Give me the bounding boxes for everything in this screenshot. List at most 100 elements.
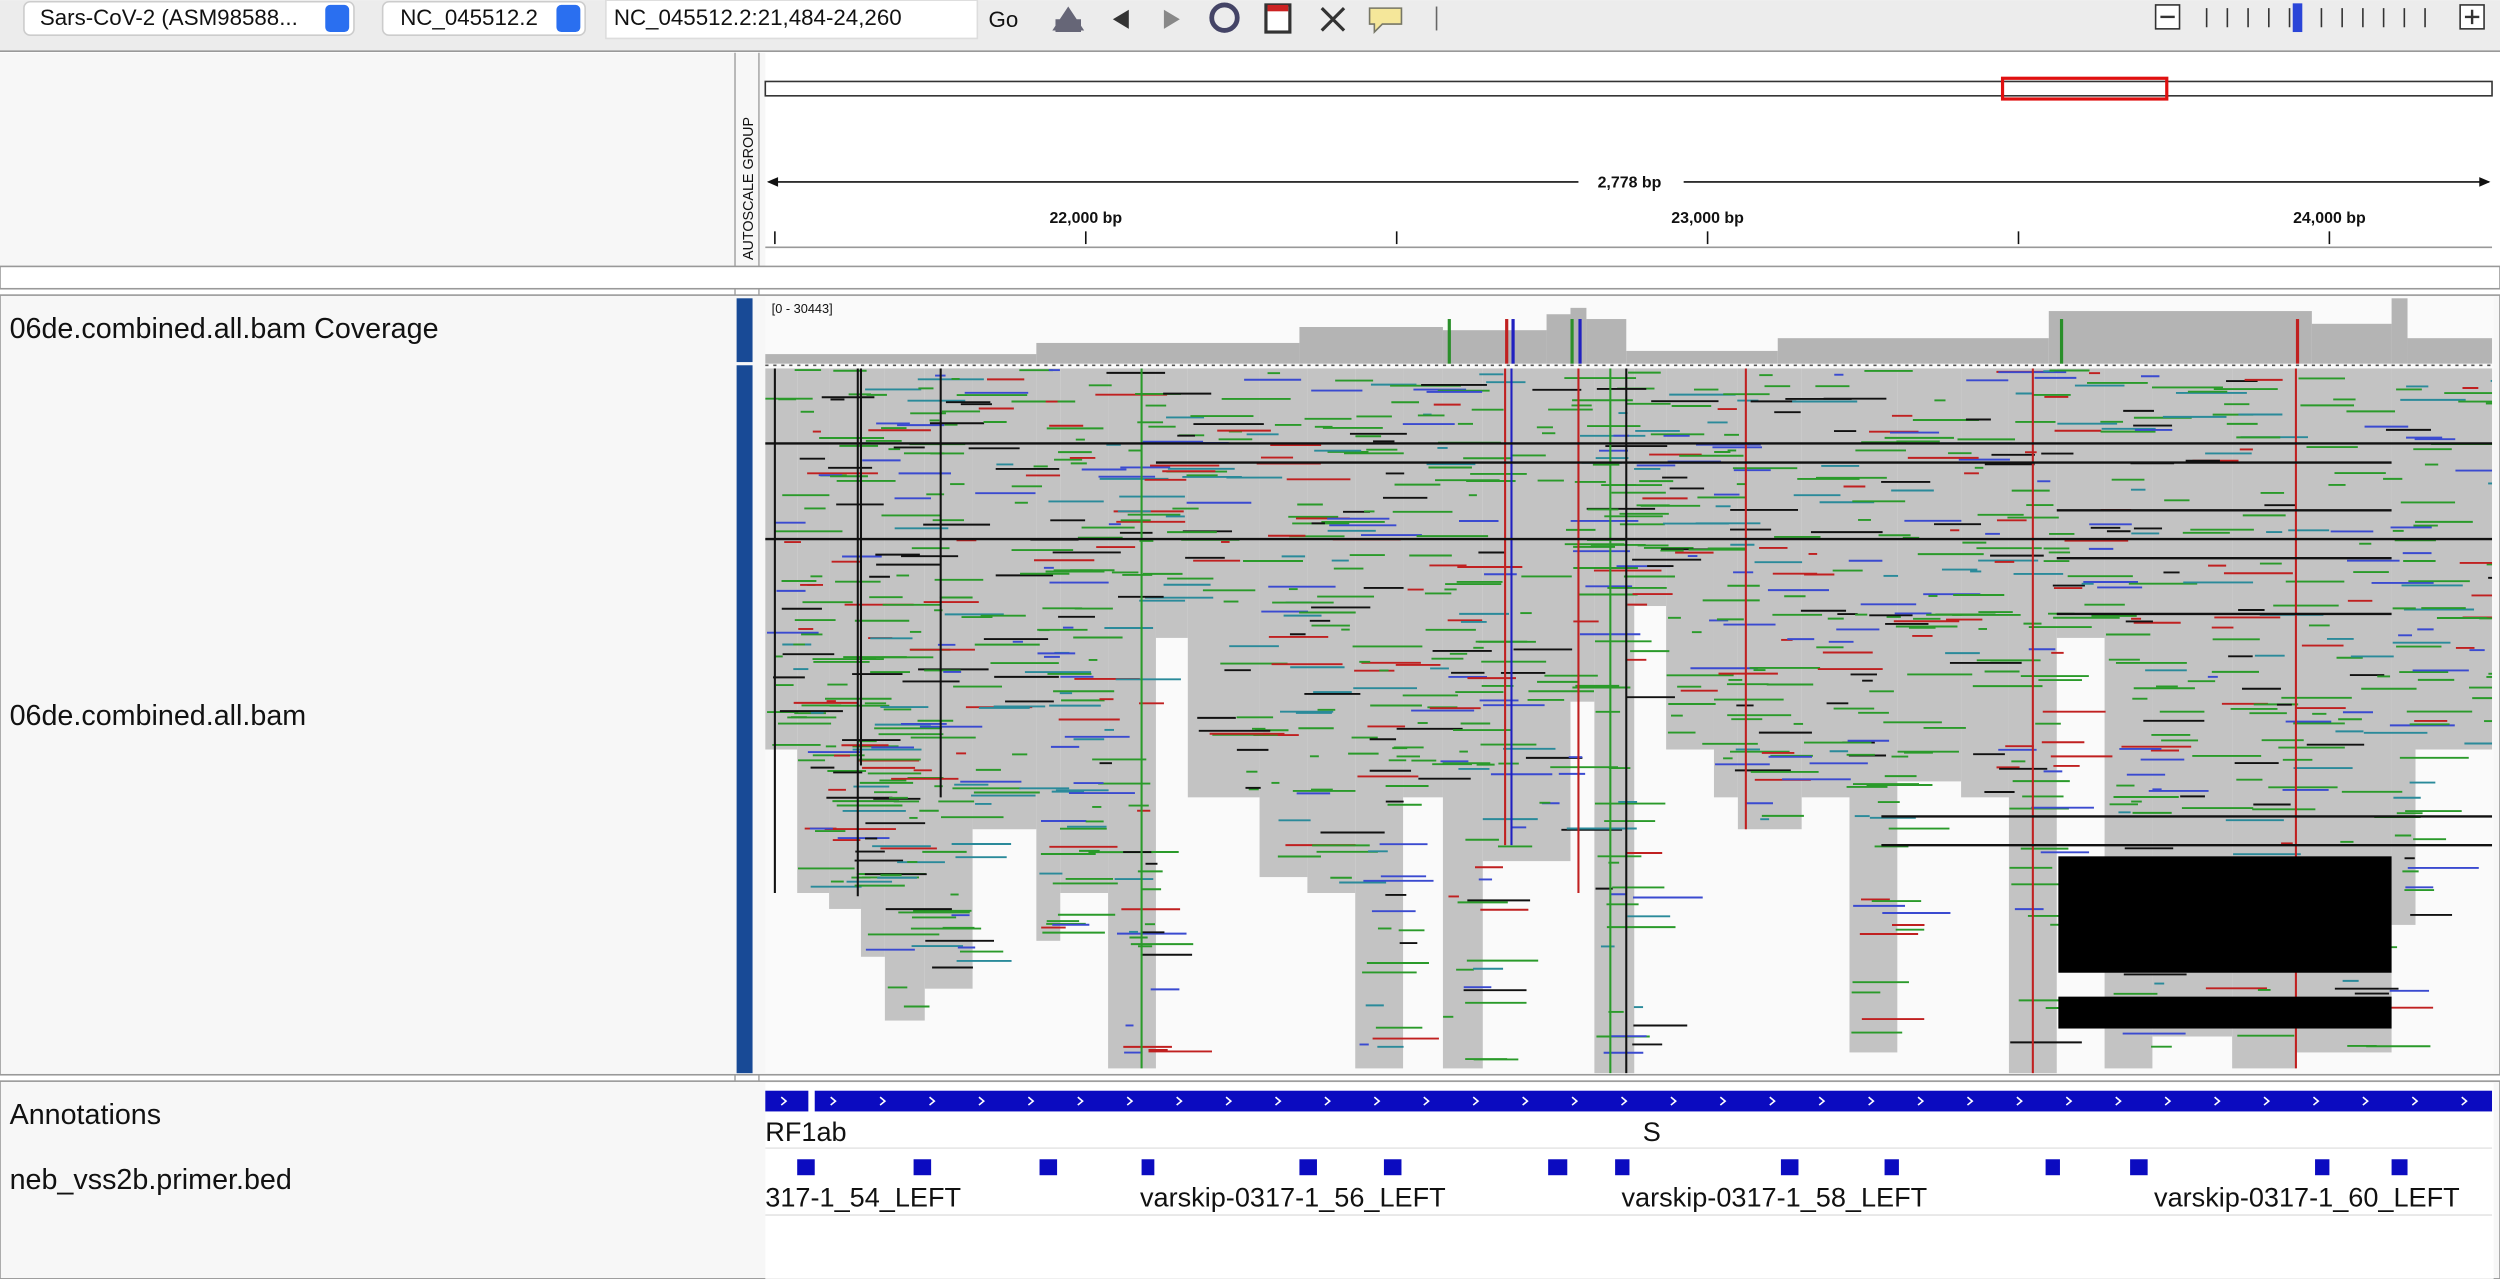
chromosome-ideogram (764, 80, 2493, 97)
read-stack (1442, 368, 1483, 1069)
chevron (1818, 1096, 1826, 1106)
data-range: [0 - 30443] (772, 301, 833, 316)
chevron (1423, 1096, 1430, 1106)
chevron (780, 1096, 788, 1106)
primer-feature (1884, 1159, 1899, 1176)
coverage-bar (2311, 323, 2392, 364)
primer-label: varskip-0317-1_60_LEFT (2154, 1181, 2460, 1212)
chevron (830, 1096, 837, 1106)
read-stack (1036, 368, 1061, 941)
span-label: 2,778 bp (1598, 175, 1662, 192)
primer-feature (2315, 1159, 2330, 1176)
back-icon[interactable] (1112, 9, 1129, 29)
read-stack (797, 368, 830, 894)
chevron (2411, 1096, 2419, 1106)
zoom-thumb (2292, 3, 2303, 33)
chevron (1274, 1096, 1282, 1106)
read-stack (1961, 368, 2009, 798)
ruler-tick-label: 24,000 bp (2293, 210, 2366, 227)
chromosome-arrow[interactable] (556, 4, 581, 33)
ruler-icon-top (1267, 4, 1289, 12)
gene-label: S (1643, 1116, 1661, 1147)
coverage-bar (1546, 314, 1571, 364)
read-stack (1713, 368, 1738, 798)
home-icon[interactable] (1052, 6, 1085, 33)
panel-divider (0, 265, 2500, 290)
gene-feature[interactable] (814, 1090, 2493, 1112)
chevron (1225, 1096, 1233, 1106)
chevron (1077, 1096, 1084, 1106)
forward-icon[interactable] (1163, 9, 1180, 29)
coverage-bar (1299, 327, 1443, 364)
genome-arrow[interactable] (325, 4, 350, 33)
attribute-cell (736, 365, 753, 1074)
genome-dropdown[interactable] (23, 0, 355, 37)
primer-feature (1780, 1159, 1799, 1176)
read-block (2058, 996, 2392, 1029)
gene-label: RF1ab (765, 1116, 846, 1147)
read-stack (1594, 368, 1635, 1074)
primer-feature (1548, 1159, 1568, 1176)
ruler-tick-label: 22,000 bp (1049, 210, 1122, 227)
chevron (1966, 1096, 1974, 1106)
primer-feature (1039, 1159, 1058, 1176)
chevron (1126, 1096, 1134, 1106)
coverage-bar (2391, 298, 2408, 364)
chevron (1373, 1096, 1381, 1106)
primer-features (797, 1159, 2408, 1176)
coverage-bar (2407, 338, 2493, 364)
chevron (1917, 1096, 1925, 1106)
alignment-track (765, 368, 2493, 1074)
primer-label: varskip-0317-1_58_LEFT (1621, 1181, 1927, 1212)
read-stack (1737, 368, 1802, 830)
coverage-bar (1777, 338, 2049, 364)
attribute-header: AUTOSCALE GROUP (741, 117, 757, 260)
fit-icon[interactable] (1320, 6, 1346, 32)
track-name: 06de.combined.all.bam Coverage (10, 313, 439, 345)
coverage-variant (1570, 319, 1574, 364)
coverage-variant (1447, 319, 1451, 364)
read-stack (765, 368, 798, 750)
primer-feature (913, 1159, 932, 1176)
primer-feature (1383, 1159, 1402, 1176)
read-stack (829, 368, 861, 909)
chevron (1472, 1096, 1480, 1106)
primer-feature (1141, 1159, 1155, 1176)
refresh-icon[interactable] (1209, 2, 1240, 33)
popup-icon[interactable] (1368, 7, 1403, 34)
read-stack (2056, 368, 2105, 638)
chevron (2312, 1096, 2320, 1106)
primer-label: varskip-0317-1_56_LEFT (1140, 1181, 1446, 1212)
chevron (2164, 1096, 2172, 1106)
current-region (2000, 76, 2169, 101)
ruler-tick-label: 23,000 bp (1671, 210, 1744, 227)
read-stack (1155, 368, 1188, 638)
chevron (2362, 1096, 2369, 1106)
chromosome-label: NC_045512.2 (400, 5, 538, 30)
chevron (1769, 1096, 1776, 1106)
locus-box[interactable] (605, 0, 979, 40)
read-stack (1897, 368, 1962, 782)
ruler-ticks (774, 231, 2331, 245)
read-stack (1849, 368, 1898, 1053)
coverage-bar (1626, 350, 1778, 364)
read-stack (972, 368, 1037, 830)
coverage-track (765, 298, 2493, 367)
primer-feature (797, 1159, 815, 1176)
coverage-variant (1578, 319, 1582, 364)
zoom-slider[interactable] (2205, 3, 2426, 33)
read-stack (884, 368, 925, 1021)
zoom-in-plus (2464, 9, 2480, 25)
locus-text: NC_045512.2:21,484-24,260 (614, 5, 902, 30)
chevron (929, 1096, 936, 1106)
chevron (2461, 1096, 2468, 1106)
read-stack (1108, 368, 1156, 1069)
primer-label: 317-1_54_LEFT (765, 1181, 961, 1212)
go-button[interactable]: Go (989, 7, 1019, 32)
genome-label: Sars-CoV-2 (ASM98588... (40, 5, 298, 30)
coverage-bar (1442, 330, 1547, 364)
chevron (1620, 1096, 1628, 1106)
chromosome-dropdown[interactable] (381, 0, 586, 37)
